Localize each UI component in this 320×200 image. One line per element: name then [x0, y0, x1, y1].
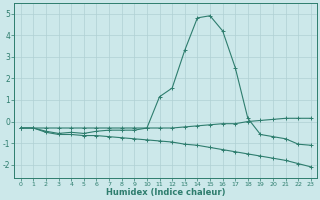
- X-axis label: Humidex (Indice chaleur): Humidex (Indice chaleur): [106, 188, 226, 197]
